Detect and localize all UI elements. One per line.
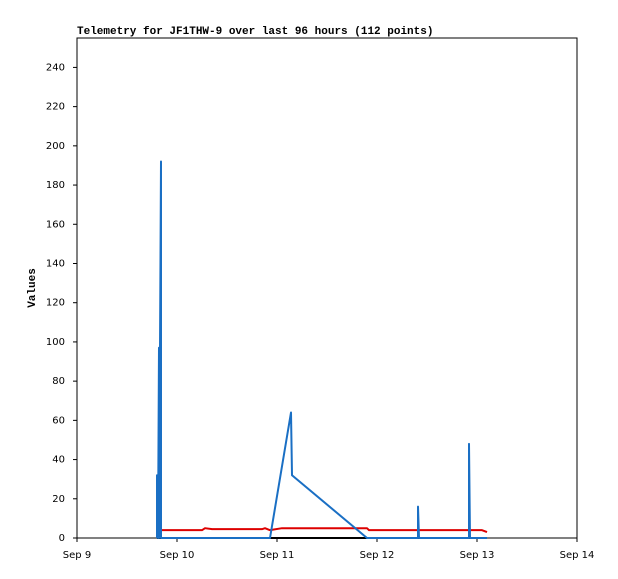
series-line xyxy=(157,527,488,534)
x-tick-label: Sep 12 xyxy=(360,550,395,561)
y-tick-label: 0 xyxy=(59,533,65,544)
x-tick-label: Sep 14 xyxy=(560,550,595,561)
series-line xyxy=(156,160,487,539)
x-tick-label: Sep 10 xyxy=(160,550,195,561)
y-tick-label: 60 xyxy=(52,415,65,426)
y-axis-label: Values xyxy=(27,268,39,308)
y-tick-label: 40 xyxy=(52,455,65,466)
y-tick-label: 160 xyxy=(46,219,65,230)
x-tick-label: Sep 11 xyxy=(260,550,295,561)
y-tick-label: 20 xyxy=(52,494,65,505)
x-tick-label: Sep 13 xyxy=(460,550,495,561)
y-tick-label: 140 xyxy=(46,258,65,269)
x-tick-label: Sep 9 xyxy=(63,550,91,561)
y-tick-label: 220 xyxy=(46,102,65,113)
chart-title: Telemetry for JF1THW-9 over last 96 hour… xyxy=(77,26,433,38)
y-tick-label: 180 xyxy=(46,180,65,191)
y-tick-label: 120 xyxy=(46,298,65,309)
y-tick-label: 240 xyxy=(46,62,65,73)
y-tick-label: 80 xyxy=(52,376,65,387)
y-tick-label: 200 xyxy=(46,141,65,152)
y-tick-label: 100 xyxy=(46,337,65,348)
